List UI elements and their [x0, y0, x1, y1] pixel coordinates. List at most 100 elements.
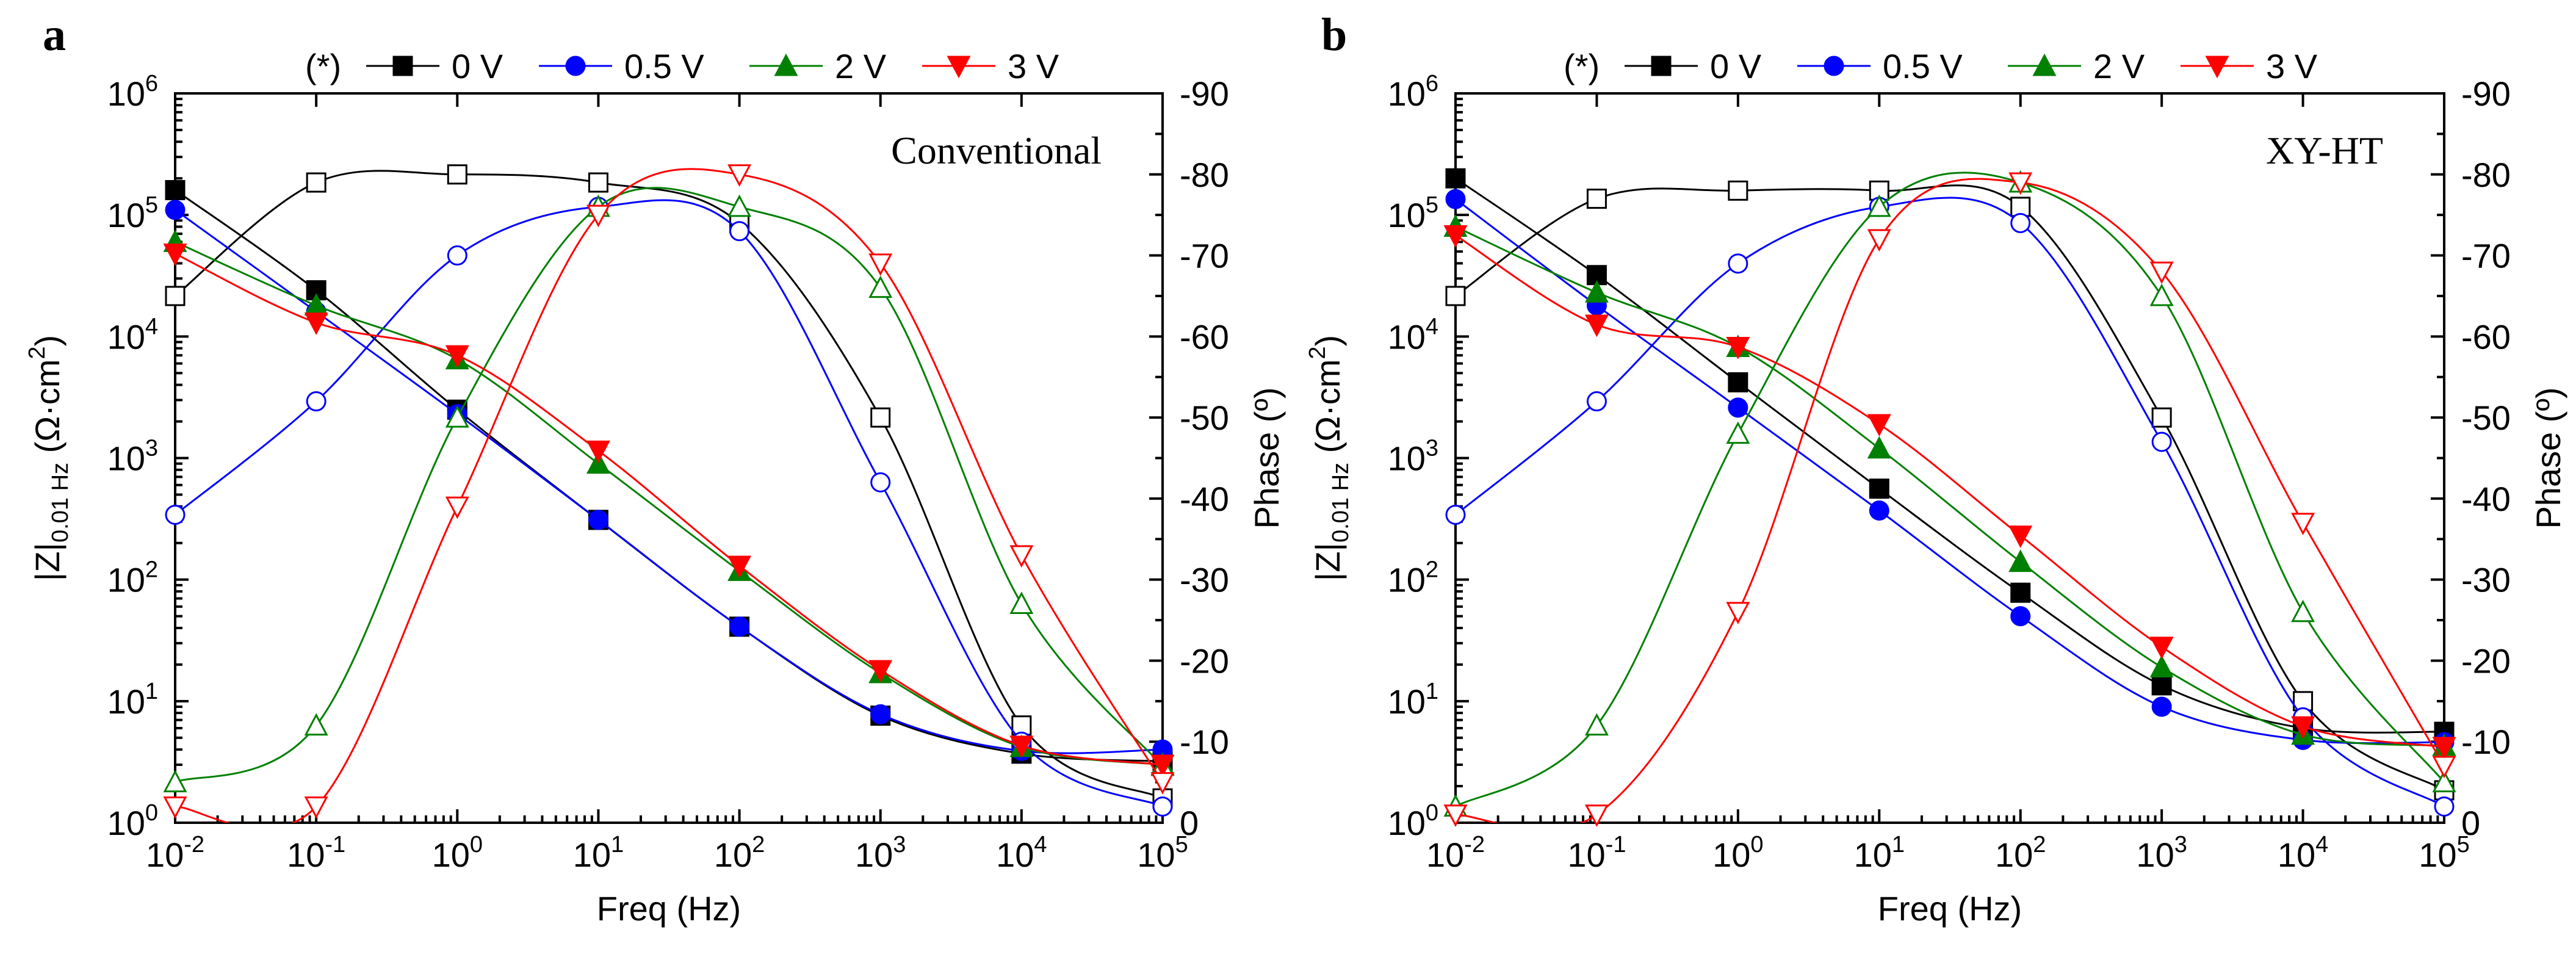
- legend-label: 0.5 V: [1883, 47, 1963, 85]
- modulus-marker: [165, 200, 186, 220]
- modulus-marker: [1867, 436, 1891, 459]
- y-tick-exponent: 1: [1426, 679, 1438, 704]
- phase-marker: [1728, 253, 1748, 274]
- y-tick-base: 10: [107, 682, 145, 721]
- phase-marker: [1152, 796, 1173, 817]
- legend-label: 0 V: [1710, 47, 1762, 85]
- series-2V: [163, 187, 1175, 793]
- legend-prefix: (*): [1564, 47, 1600, 85]
- legend-marker: [392, 56, 413, 76]
- phase-marker: [1867, 229, 1891, 252]
- y2-tick-label: -90: [2461, 74, 2511, 113]
- y-axis-label-unit-end: ): [1308, 335, 1347, 347]
- x-tick-label: 101: [573, 832, 624, 874]
- modulus-marker: [2151, 696, 2172, 717]
- y-tick-label: 102: [1388, 557, 1438, 599]
- modulus-marker: [1584, 314, 1609, 338]
- y-tick-exponent: 0: [145, 800, 158, 826]
- y-axis-label-main: |Z|: [1308, 543, 1347, 581]
- modulus-marker: [868, 660, 893, 683]
- legend-label: 2 V: [2093, 47, 2145, 85]
- x-tick-exponent: 2: [2033, 832, 2046, 858]
- legend-marker: [1824, 56, 1844, 76]
- modulus-marker: [1445, 189, 1466, 209]
- legend-label: 2 V: [835, 47, 887, 85]
- modulus-marker: [445, 345, 469, 368]
- phase-marker: [1443, 804, 1468, 827]
- phase-marker: [868, 253, 893, 276]
- modulus-marker: [1726, 336, 1750, 359]
- legend-item: 0.5 V: [539, 47, 704, 85]
- legend-label: 3 V: [2266, 47, 2318, 85]
- panel-annotation: XY-HT: [2266, 129, 2383, 172]
- x-tick-base: 10: [146, 836, 184, 874]
- modulus-marker: [1445, 168, 1466, 189]
- phase-marker: [1586, 189, 1607, 209]
- y-axis-label-unit: (Ω·cm: [28, 359, 67, 453]
- y-tick-exponent: 5: [145, 192, 158, 218]
- x-axis-label: Freq (Hz): [597, 889, 741, 928]
- phase-line: [1456, 172, 2444, 807]
- series-0V: [165, 164, 1173, 809]
- legend-item: 2 V: [2008, 47, 2145, 85]
- x-tick-exponent: -2: [184, 832, 204, 858]
- phase-marker: [163, 770, 187, 793]
- x-tick-exponent: 0: [470, 832, 483, 858]
- y-tick-base: 10: [1388, 317, 1426, 356]
- phase-marker: [2151, 407, 2172, 428]
- y-tick-label: 101: [1388, 679, 1438, 721]
- phase-marker: [870, 472, 891, 493]
- x-tick-exponent: 1: [611, 832, 624, 858]
- phase-marker: [306, 172, 327, 193]
- phase-marker: [2291, 513, 2315, 535]
- phase-marker: [1445, 286, 1466, 306]
- modulus-marker: [2010, 606, 2031, 627]
- y-tick-exponent: 4: [1426, 314, 1438, 339]
- x-tick-label: 10-1: [1567, 832, 1626, 874]
- modulus-marker: [586, 440, 610, 463]
- y-tick-base: 10: [107, 804, 145, 842]
- x-tick-base: 10: [1567, 836, 1605, 874]
- x-tick-base: 10: [2136, 836, 2174, 874]
- y-axis-label-subscript: 0.01 Hz: [48, 463, 73, 543]
- modulus-line: [1456, 177, 2444, 734]
- phase-marker: [1009, 545, 1034, 568]
- phase-marker: [2010, 212, 2031, 233]
- y2-tick-label: -60: [2461, 317, 2511, 356]
- modulus-line: [1456, 198, 2444, 745]
- phase-marker: [588, 172, 608, 193]
- phase-marker: [727, 164, 752, 187]
- phase-line: [175, 170, 1163, 800]
- x-tick-exponent: 3: [893, 832, 906, 858]
- modulus-marker: [588, 510, 608, 530]
- legend-item: 3 V: [922, 47, 1059, 85]
- y-axis-label: |Z|0.01 Hz (Ω·cm2): [1305, 335, 1354, 581]
- series-3V: [163, 164, 1175, 823]
- x-tick-exponent: 3: [2174, 832, 2187, 858]
- y-tick-label: 103: [107, 436, 158, 478]
- y-axis-label-space: [28, 453, 67, 463]
- y-tick-base: 10: [1388, 196, 1426, 234]
- legend-item: 0 V: [1625, 47, 1762, 85]
- x-tick-base: 10: [1995, 836, 2033, 874]
- phase-marker: [165, 286, 186, 306]
- modulus-marker: [2149, 637, 2174, 659]
- x-tick-label: 105: [2419, 832, 2469, 874]
- modulus-marker: [2008, 549, 2033, 572]
- y-tick-base: 10: [107, 439, 145, 478]
- modulus-marker: [165, 180, 186, 201]
- y-tick-label: 106: [1388, 71, 1438, 113]
- x-tick-base: 10: [2278, 836, 2315, 874]
- phase-marker: [1867, 194, 1891, 217]
- x-tick-base: 10: [2419, 836, 2456, 874]
- phase-marker: [870, 407, 891, 428]
- x-tick-exponent: 5: [2457, 832, 2470, 858]
- x-tick-label: 100: [432, 832, 483, 874]
- modulus-marker: [729, 616, 750, 637]
- x-tick-base: 10: [996, 836, 1034, 874]
- y-tick-base: 10: [1388, 439, 1426, 478]
- phase-marker: [2149, 261, 2174, 284]
- y-tick-exponent: 4: [145, 314, 158, 339]
- x-tick-label: 10-1: [287, 832, 345, 874]
